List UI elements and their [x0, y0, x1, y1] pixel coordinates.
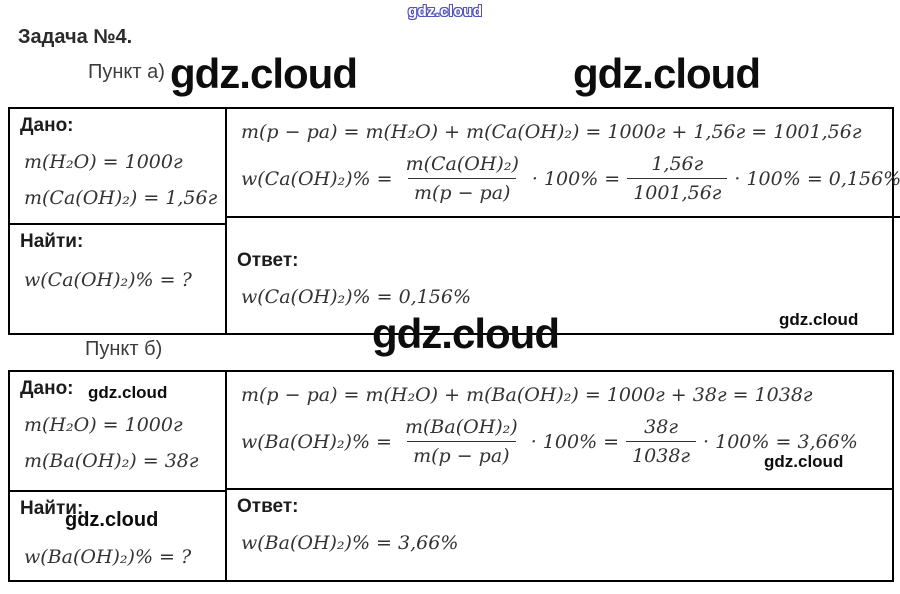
find-formula: w(Ca(OH)₂)% = ?: [24, 269, 192, 291]
watermark-big-a2: gdz.cloud: [573, 50, 761, 97]
formula-mid: · 100% =: [531, 167, 621, 190]
formula-rhs: · 100% = 0,156%: [734, 167, 900, 190]
fraction-numerator: 38г: [644, 416, 678, 438]
fraction-denominator: 1001,56г: [627, 178, 728, 204]
given-heading: Дано:: [20, 378, 74, 399]
fraction: m(Ba(OH)₂) m(р − ра): [399, 416, 524, 467]
fraction: m(Ca(OH)₂) m(р − ра): [400, 153, 525, 204]
solution-formula-1: m(р − ра) = m(H₂O) + m(Ba(OH)₂) = 1000г …: [241, 384, 813, 406]
given-formula: m(Ca(OH)₂) = 1,56г: [24, 187, 218, 209]
part-a-label: Пункт а): [88, 61, 165, 83]
solution-formula-2: w(Ba(OH)₂)% = m(Ba(OH)₂) m(р − ра) · 100…: [241, 416, 882, 467]
answer-formula: w(Ca(OH)₂)% = 0,156%: [241, 286, 472, 308]
given-formula: m(H₂O) = 1000г: [24, 151, 183, 173]
formula-rhs: · 100% = 3,66%: [703, 430, 858, 453]
watermark-big-a1: gdz.cloud: [170, 50, 358, 97]
table-b-solution-cell: m(р − ра) = m(H₂O) + m(Ba(OH)₂) = 1000г …: [227, 372, 892, 490]
table-a-left-column: Дано: m(H₂O) = 1000г m(Ca(OH)₂) = 1,56г …: [10, 109, 227, 333]
table-a-find-cell: Найти: w(Ca(OH)₂)% = ?: [10, 225, 225, 333]
fraction-denominator: m(р − ра): [407, 441, 516, 467]
formula-lhs: w(Ca(OH)₂)% =: [241, 167, 393, 190]
answer-formula: w(Ba(OH)₂)% = 3,66%: [241, 532, 459, 554]
table-a-solution-cell: m(р − ра) = m(H₂O) + m(Ca(OH)₂) = 1000г …: [227, 109, 900, 218]
watermark-outline-top: gdz.cloud: [408, 3, 483, 20]
formula-lhs: w(Ba(OH)₂)% =: [241, 430, 392, 453]
table-b-find-cell: Найти: w(Ba(OH)₂)% = ?: [10, 492, 225, 580]
find-heading: Найти:: [20, 231, 84, 252]
table-b-right-column: m(р − ра) = m(H₂O) + m(Ba(OH)₂) = 1000г …: [227, 372, 892, 580]
watermark-small-solution-b: gdz.cloud: [764, 452, 844, 471]
solution-formula-1: m(р − ра) = m(H₂O) + m(Ca(OH)₂) = 1000г …: [241, 121, 862, 143]
solution-formula-2: w(Ca(OH)₂)% = m(Ca(OH)₂) m(р − ра) · 100…: [241, 153, 900, 204]
table-b-answer-cell: Ответ: w(Ba(OH)₂)% = 3,66%: [227, 490, 892, 580]
answer-heading: Ответ:: [237, 250, 299, 271]
fraction: 38г 1038г: [626, 416, 697, 467]
solution-table-a: Дано: m(H₂O) = 1000г m(Ca(OH)₂) = 1,56г …: [8, 107, 900, 335]
table-a-given-cell: Дано: m(H₂O) = 1000г m(Ca(OH)₂) = 1,56г: [10, 109, 225, 225]
table-b-left-column: Дано: m(H₂O) = 1000г m(Ba(OH)₂) = 38г На…: [10, 372, 227, 580]
table-a-answer-cell: Ответ: w(Ca(OH)₂)% = 0,156%: [227, 218, 900, 333]
answer-heading: Ответ:: [237, 496, 299, 517]
fraction-denominator: 1038г: [626, 441, 697, 467]
solution-table-b: Дано: m(H₂O) = 1000г m(Ba(OH)₂) = 38г На…: [8, 370, 894, 582]
table-b-given-cell: Дано: m(H₂O) = 1000г m(Ba(OH)₂) = 38г: [10, 372, 225, 492]
table-a-right-column: m(р − ра) = m(H₂O) + m(Ca(OH)₂) = 1000г …: [227, 109, 900, 333]
fraction-numerator: 1,56г: [651, 153, 704, 175]
find-formula: w(Ba(OH)₂)% = ?: [24, 546, 192, 568]
formula-mid: · 100% =: [530, 430, 620, 453]
fraction-numerator: m(Ba(OH)₂): [404, 416, 518, 438]
task-title: Задача №4.: [18, 26, 133, 48]
find-heading: Найти:: [20, 498, 84, 519]
watermark-small-given-b: gdz.cloud: [88, 383, 168, 402]
fraction-numerator: m(Ca(OH)₂): [405, 153, 519, 175]
watermark-small-find-b: gdz.cloud: [65, 509, 159, 531]
fraction-denominator: m(р − ра): [407, 178, 517, 204]
watermark-small-right: gdz.cloud: [779, 310, 859, 329]
fraction: 1,56г 1001,56г: [627, 153, 728, 204]
given-heading: Дано:: [20, 115, 74, 136]
watermark-big-middle: gdz.cloud: [372, 310, 560, 357]
given-formula: m(Ba(OH)₂) = 38г: [24, 450, 199, 472]
given-formula: m(H₂O) = 1000г: [24, 414, 183, 436]
part-b-label: Пункт б): [85, 338, 163, 360]
